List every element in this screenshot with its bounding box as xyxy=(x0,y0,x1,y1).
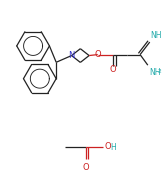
Text: NH: NH xyxy=(149,68,160,77)
Text: O: O xyxy=(110,65,116,74)
Text: 2: 2 xyxy=(157,69,161,74)
Text: N: N xyxy=(68,51,75,60)
Text: H: H xyxy=(110,143,116,152)
Text: NH: NH xyxy=(151,31,162,40)
Text: O: O xyxy=(83,163,89,172)
Text: O: O xyxy=(104,142,111,151)
Text: O: O xyxy=(94,50,101,59)
